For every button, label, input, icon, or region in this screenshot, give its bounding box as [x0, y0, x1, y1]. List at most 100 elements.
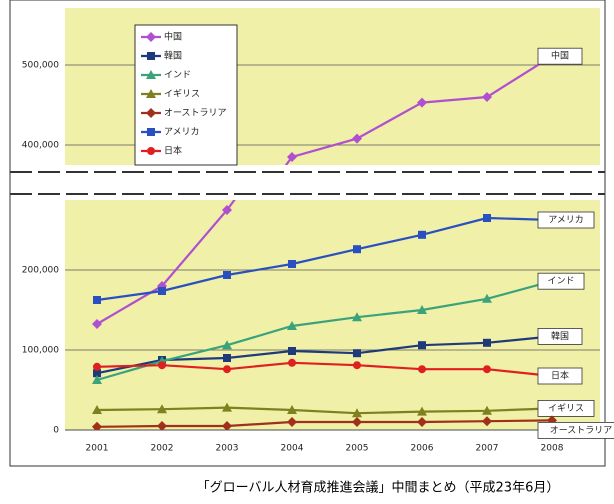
marker — [287, 321, 297, 330]
legend-label: 韓国 — [164, 51, 182, 62]
series-line — [96, 361, 553, 378]
marker — [417, 97, 427, 108]
series-line — [96, 280, 553, 382]
x-tick-label: 2005 — [346, 444, 369, 454]
y-tick-label: 100,000 — [22, 346, 59, 356]
marker — [287, 152, 297, 162]
series-line — [96, 419, 553, 428]
end-label-box — [537, 47, 583, 65]
legend-label: インド — [164, 71, 191, 81]
marker — [418, 230, 426, 239]
caption: 「グローバル人材育成推進会議」中間まとめ（平成23年6月） — [197, 480, 560, 496]
marker — [222, 340, 232, 350]
marker — [146, 89, 156, 98]
marker — [287, 417, 297, 427]
marker — [158, 287, 166, 295]
marker — [146, 108, 156, 118]
marker — [482, 416, 492, 427]
marker — [147, 147, 155, 155]
x-tick-label: 2001 — [86, 444, 109, 454]
marker — [92, 319, 102, 329]
end-label-box — [537, 399, 595, 417]
series-line — [96, 406, 553, 415]
marker — [146, 32, 156, 42]
legend-label: 中国 — [164, 31, 182, 43]
marker — [417, 417, 427, 427]
x-tick-label: 2003 — [216, 444, 239, 454]
marker — [287, 405, 297, 414]
end-label: 韓国 — [551, 331, 569, 342]
marker — [147, 128, 155, 136]
y-tick-label: 0 — [53, 426, 59, 436]
end-label: 中国 — [551, 50, 569, 62]
marker — [92, 375, 102, 384]
x-tick-label: 2006 — [411, 444, 434, 454]
x-tick-label: 2004 — [281, 444, 304, 454]
y-tick-label: 400,000 — [22, 141, 59, 151]
marker — [353, 361, 361, 370]
series-line — [96, 335, 553, 375]
end-label-box — [537, 367, 583, 385]
end-label: アメリカ — [548, 215, 584, 226]
end-label-box — [537, 327, 583, 345]
end-label: インド — [547, 277, 574, 287]
axis-break — [10, 171, 605, 195]
marker — [223, 271, 231, 279]
series-line — [284, 55, 553, 165]
x-tick-label: 2002 — [151, 444, 174, 454]
legend-label: オーストラリア — [164, 108, 227, 119]
marker — [352, 408, 362, 418]
legend-label: アメリカ — [164, 127, 200, 138]
end-label: オーストラリア — [550, 425, 613, 436]
marker — [353, 245, 361, 254]
marker — [418, 365, 426, 374]
marker — [223, 365, 231, 374]
marker — [352, 312, 362, 322]
marker — [417, 305, 427, 314]
marker — [352, 133, 362, 144]
marker — [157, 421, 167, 430]
marker — [483, 365, 491, 374]
marker — [418, 341, 426, 350]
end-label-box — [537, 421, 614, 439]
marker — [483, 338, 491, 347]
marker — [288, 347, 296, 355]
marker — [92, 421, 102, 430]
marker — [352, 417, 362, 427]
marker — [157, 404, 167, 414]
marker — [482, 293, 492, 303]
marker — [482, 405, 492, 415]
end-label-box — [537, 211, 595, 229]
marker — [223, 354, 231, 362]
marker — [222, 205, 232, 215]
series-line — [96, 200, 236, 325]
end-label: 日本 — [551, 370, 569, 382]
marker — [147, 52, 155, 60]
legend-label: イギリス — [164, 89, 200, 100]
marker — [222, 402, 232, 412]
marker — [93, 362, 101, 371]
marker — [158, 361, 166, 370]
marker — [483, 214, 491, 222]
marker — [288, 358, 296, 367]
marker — [222, 421, 232, 430]
legend-label: 日本 — [164, 145, 182, 157]
end-label-box — [537, 272, 585, 290]
y-tick-label: 200,000 — [22, 266, 59, 276]
marker — [146, 70, 156, 79]
marker — [93, 369, 101, 378]
marker — [353, 349, 361, 358]
x-tick-label: 2007 — [476, 444, 499, 454]
marker — [417, 406, 427, 416]
x-tick-label: 2008 — [541, 444, 564, 454]
end-label: イギリス — [548, 403, 584, 414]
marker — [93, 296, 101, 304]
marker — [92, 405, 102, 414]
y-tick-label: 500,000 — [22, 61, 59, 71]
plot-area-bottom — [65, 200, 600, 430]
marker — [288, 260, 296, 268]
series-line — [96, 216, 553, 302]
marker — [482, 92, 492, 102]
series-panel — [92, 415, 557, 430]
